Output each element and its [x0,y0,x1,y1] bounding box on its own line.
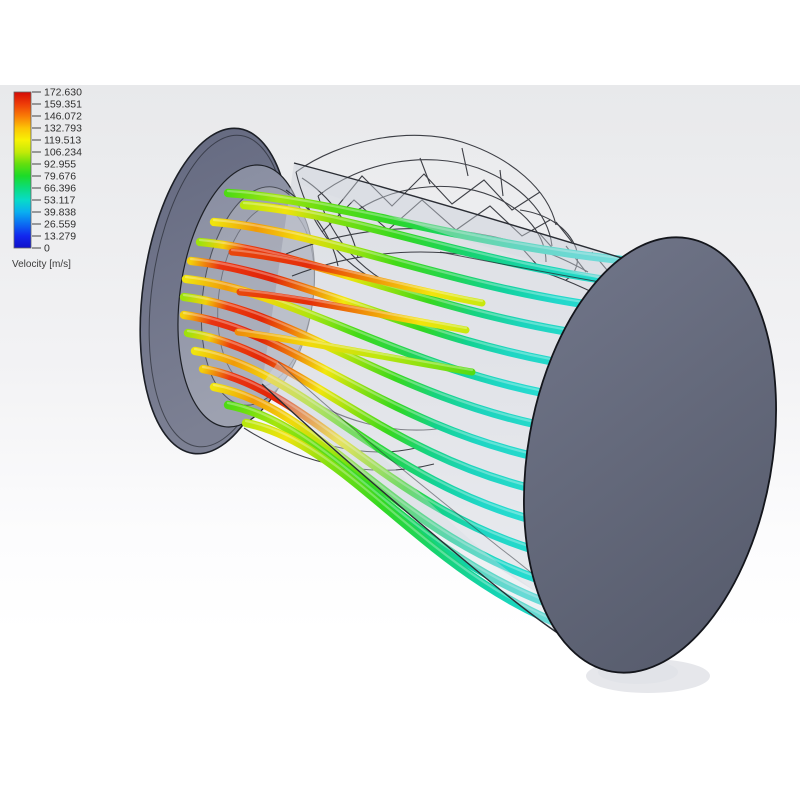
duct-top-edge [293,162,656,269]
streamline [179,292,570,435]
streamline [181,274,582,404]
duct-wall-overlay [261,162,656,641]
streamline-highlight [212,218,630,310]
legend-title: Velocity [m/s] [12,259,71,270]
legend: 172.630159.351146.072132.793119.513106.2… [12,87,82,271]
colorbar-tick-label: 66.396 [44,183,76,195]
velocity-streamlines [179,188,657,644]
streamline [239,200,657,291]
streamline [234,328,476,376]
streamline [223,400,589,620]
colorbar-tick-label: 39.838 [44,207,76,219]
duct-bottom-edge [261,383,569,641]
colorbar-tick-label: 92.955 [44,159,76,171]
colorbar-tick-label: 146.072 [44,111,82,123]
streamline-highlight [193,347,555,525]
colorbar-tick-label: 172.630 [44,87,82,99]
streamline-highlight [212,383,572,589]
streamline [179,310,561,466]
streamline [209,217,633,315]
streamline [209,382,575,594]
streamline-highlight [189,257,594,368]
streamline [195,237,615,343]
streamline [198,364,565,562]
colorbar-tick-label: 53.117 [44,195,75,207]
colorbar [13,91,32,249]
streamline-highlight [226,189,644,262]
streamline-highlight [184,275,579,399]
colorbar-tick-label: 132.793 [44,123,82,135]
streamline-highlight [182,311,558,461]
streamline [190,346,558,530]
streamline-highlight [186,329,553,493]
streamline [241,418,607,644]
streamline-highlight [244,419,604,639]
colorbar-tick-label: 106.234 [44,147,82,159]
streamline-highlight [236,328,474,372]
streamline-highlight [230,248,484,303]
colorbar-tick-label: 119.513 [44,135,81,147]
streamline [236,288,470,334]
colorbar-tick-label: 13.279 [44,231,76,243]
colorbar-tick-label: 26.559 [44,219,76,231]
colorbar-tick-label: 79.676 [44,171,76,183]
outlet-disc [523,236,777,674]
streamline [228,248,486,307]
streamline-highlight [182,293,567,430]
streamline [223,188,647,267]
streamline-highlight [201,365,562,557]
colorbar-tick-label: 159.351 [44,99,82,111]
streamline-highlight [242,201,654,286]
colorbar-tick-label: 0 [44,243,50,255]
streamline [183,328,556,498]
colorbar-ticks: 172.630159.351146.072132.793119.513106.2… [32,87,82,255]
streamline-highlight [226,401,586,615]
streamline-highlight [238,288,468,330]
